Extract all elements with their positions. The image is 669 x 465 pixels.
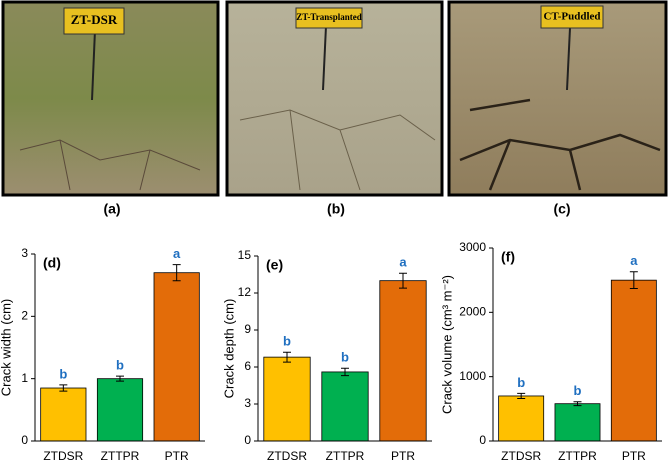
photo-caption: (a) — [103, 201, 120, 217]
error-bar — [341, 367, 349, 377]
y-axis-label: Crack volume (cm³ m⁻²) — [439, 275, 454, 414]
panel-label: (d) — [43, 255, 61, 271]
error-bar — [573, 401, 582, 407]
bar — [40, 387, 87, 442]
x-tick-label: ZTTPR — [101, 449, 140, 463]
bar — [610, 279, 657, 442]
y-axis-label: Crack width (cm) — [0, 299, 13, 397]
error-bar — [629, 271, 638, 290]
y-tick-label: 2000 — [459, 305, 486, 319]
photo-sign: ZT-Transplanted — [296, 12, 362, 22]
significance-letter: b — [341, 350, 349, 365]
significance-letter: b — [574, 383, 582, 398]
y-tick-label: 0 — [21, 433, 28, 447]
error-bar — [283, 351, 291, 363]
panel-label: (f) — [501, 249, 515, 265]
y-axis-label: Crack depth (cm) — [221, 299, 236, 399]
y-tick-label: 9 — [244, 322, 251, 336]
y-tick-label: 15 — [238, 248, 252, 262]
x-tick-label: PTR — [165, 449, 189, 463]
significance-letter: a — [173, 246, 181, 261]
significance-letter: a — [630, 253, 638, 268]
photo-caption: (c) — [553, 201, 570, 217]
x-tick-label: PTR — [391, 449, 415, 463]
error-bar — [59, 384, 68, 392]
y-tick-label: 0 — [244, 433, 251, 447]
x-tick-label: ZTTPR — [558, 449, 597, 463]
x-tick-label: ZTTPR — [326, 449, 365, 463]
significance-letter: b — [283, 334, 291, 349]
photo-b: ZT-Transplanted — [225, 0, 444, 197]
y-tick-label: 12 — [238, 285, 252, 299]
y-tick-label: 3000 — [459, 240, 486, 254]
bar — [263, 356, 311, 442]
y-tick-label: 3 — [21, 246, 28, 260]
bar — [379, 280, 427, 442]
y-tick-label: 6 — [244, 359, 251, 373]
photo-c: CT-Puddled — [447, 0, 668, 197]
y-tick-label: 1000 — [459, 369, 486, 383]
error-bar — [517, 392, 526, 400]
bar — [96, 378, 144, 442]
y-tick-label: 0 — [479, 433, 486, 447]
error-bar — [399, 272, 407, 289]
photo-sign: ZT-DSR — [71, 12, 118, 27]
x-tick-label: PTR — [622, 449, 646, 463]
photo-caption: (b) — [327, 201, 345, 217]
y-tick-label: 1 — [21, 371, 28, 385]
panel-label: (e) — [266, 257, 283, 273]
x-tick-label: ZTDSR — [501, 449, 541, 463]
axes — [492, 248, 662, 442]
error-bar — [172, 264, 181, 282]
y-tick-label: 2 — [21, 309, 28, 323]
photo-sign: CT-Puddled — [543, 11, 600, 23]
bar — [321, 371, 369, 442]
significance-letter: b — [116, 358, 124, 373]
y-tick-label: 3 — [244, 396, 251, 410]
significance-letter: b — [517, 375, 525, 390]
error-bar — [116, 375, 124, 382]
bar — [498, 395, 545, 442]
significance-letter: a — [399, 255, 407, 270]
bar — [554, 403, 601, 442]
x-tick-label: ZTDSR — [43, 449, 83, 463]
photo-a: ZT-DSR — [1, 0, 220, 197]
x-tick-label: ZTDSR — [267, 449, 307, 463]
bar — [153, 272, 200, 442]
axes — [257, 256, 432, 442]
axes — [34, 254, 205, 442]
significance-letter: b — [59, 366, 67, 381]
